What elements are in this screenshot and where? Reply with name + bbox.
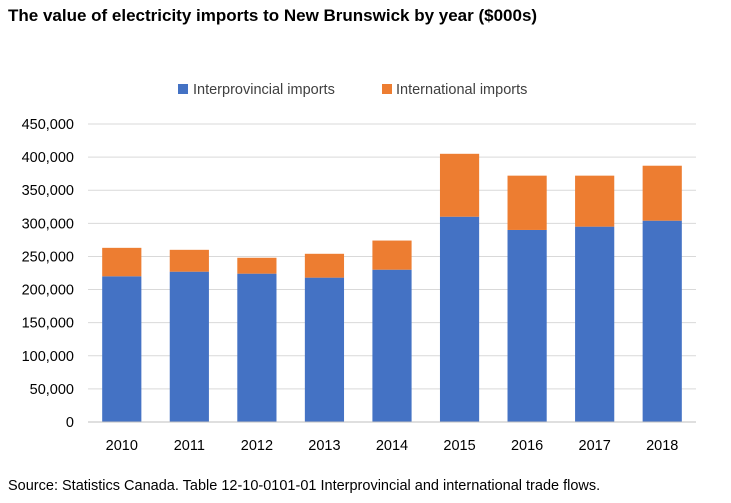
bar-interprovincial-2013 bbox=[304, 277, 345, 422]
y-tick-label: 450,000 bbox=[22, 117, 74, 133]
legend-label-interprovincial: Interprovincial imports bbox=[193, 82, 335, 98]
bar-interprovincial-2012 bbox=[237, 273, 277, 422]
y-tick-label: 50,000 bbox=[30, 382, 74, 398]
x-tick-label: 2010 bbox=[106, 438, 138, 454]
bar-interprovincial-2015 bbox=[439, 216, 480, 422]
x-tick-label: 2011 bbox=[174, 438, 205, 454]
y-tick-label: 150,000 bbox=[22, 316, 74, 332]
y-tick-label: 0 bbox=[66, 415, 74, 431]
legend-swatch-interprovincial bbox=[178, 84, 188, 94]
x-tick-label: 2014 bbox=[376, 438, 408, 454]
x-axis-labels: 2010 2011 2012 2013 2014 2015 2016 2017 2018 bbox=[106, 438, 679, 454]
bar-interprovincial-2010 bbox=[102, 276, 142, 422]
y-tick-label: 350,000 bbox=[22, 183, 74, 199]
x-tick-label: 2012 bbox=[241, 438, 273, 454]
bars bbox=[102, 153, 682, 422]
bar-interprovincial-2018 bbox=[642, 220, 682, 422]
x-tick-label: 2015 bbox=[443, 438, 475, 454]
bar-interprovincial-2016 bbox=[507, 229, 547, 422]
legend-label-international: International imports bbox=[396, 82, 527, 98]
legend-swatch-international bbox=[382, 84, 392, 94]
bar-interprovincial-2017 bbox=[575, 226, 615, 422]
bar-international-2013 bbox=[304, 253, 345, 278]
y-tick-label: 300,000 bbox=[22, 216, 74, 232]
bar-international-2011 bbox=[169, 249, 209, 272]
x-tick-label: 2016 bbox=[511, 438, 543, 454]
bar-international-2012 bbox=[237, 257, 277, 274]
bar-international-2014 bbox=[372, 240, 412, 270]
x-tick-label: 2013 bbox=[308, 438, 340, 454]
y-tick-label: 400,000 bbox=[22, 150, 74, 166]
y-axis-labels: 0 50,000 100,000 150,000 200,000 250,000 300,0… bbox=[22, 117, 74, 431]
bar-international-2016 bbox=[507, 175, 547, 230]
bar-international-2017 bbox=[575, 175, 615, 227]
legend: Interprovincial imports International im… bbox=[178, 82, 527, 98]
x-tick-label: 2018 bbox=[646, 438, 678, 454]
y-tick-label: 200,000 bbox=[22, 283, 74, 299]
bar-international-2018 bbox=[642, 165, 682, 221]
y-tick-label: 250,000 bbox=[22, 249, 74, 265]
y-tick-label: 100,000 bbox=[22, 349, 74, 365]
bar-interprovincial-2011 bbox=[169, 271, 209, 422]
bar-international-2010 bbox=[102, 247, 142, 277]
x-tick-label: 2017 bbox=[579, 438, 611, 454]
bar-interprovincial-2014 bbox=[372, 269, 412, 422]
source-note: Source: Statistics Canada. Table 12-10-0… bbox=[8, 478, 601, 494]
bar-international-2015 bbox=[439, 153, 480, 217]
chart-title: The value of electricity imports to New … bbox=[8, 6, 538, 25]
